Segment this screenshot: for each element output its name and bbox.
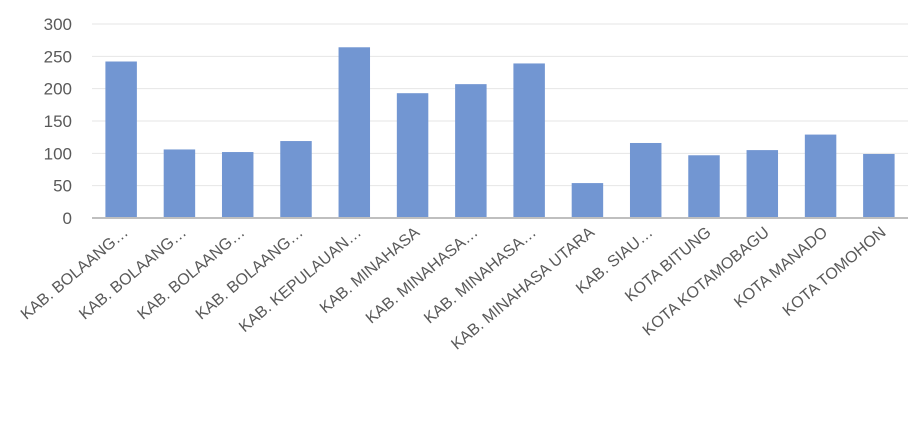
y-axis-tick-labels: 0 50 100 150 200 250 300 [44, 15, 72, 228]
y-tick-label: 150 [44, 112, 72, 131]
x-category-label: KAB. BOLAANG… [18, 224, 132, 323]
y-tick-label: 100 [44, 144, 72, 163]
y-tick-label: 300 [44, 15, 72, 34]
bar-4 [280, 141, 312, 218]
x-category-label: KAB. BOLAANG… [193, 224, 307, 323]
bar-7 [455, 84, 487, 218]
bar-13 [804, 134, 837, 218]
bar-3 [221, 152, 254, 218]
y-tick-label: 0 [63, 209, 72, 228]
y-tick-label: 200 [44, 80, 72, 99]
x-axis-category-labels: KAB. BOLAANG…KAB. BOLAANG…KAB. BOLAANG…K… [18, 224, 889, 354]
gridlines [92, 23, 908, 187]
bars [105, 47, 895, 218]
bar-11 [688, 155, 720, 218]
bar-8 [513, 63, 545, 218]
x-category-label: KAB. BOLAANG… [76, 224, 190, 323]
y-tick-label: 50 [53, 177, 72, 196]
y-tick-label: 250 [44, 47, 72, 66]
bar-9 [571, 183, 604, 218]
x-category-label: KAB. MINAHASA… [363, 224, 482, 327]
bar-14 [863, 153, 895, 218]
bar-2 [163, 149, 196, 218]
bar-12 [746, 150, 779, 218]
bar-6 [396, 93, 429, 218]
bar-1 [105, 61, 137, 218]
x-category-label: KAB. BOLAANG… [135, 224, 249, 323]
bar-5 [338, 47, 371, 218]
bar-10 [629, 142, 662, 218]
x-category-label: KAB. MINAHASA [317, 224, 424, 317]
x-category-label: KAB. MINAHASA… [421, 224, 540, 327]
x-category-label: KOTA TOMOHON [780, 224, 890, 320]
